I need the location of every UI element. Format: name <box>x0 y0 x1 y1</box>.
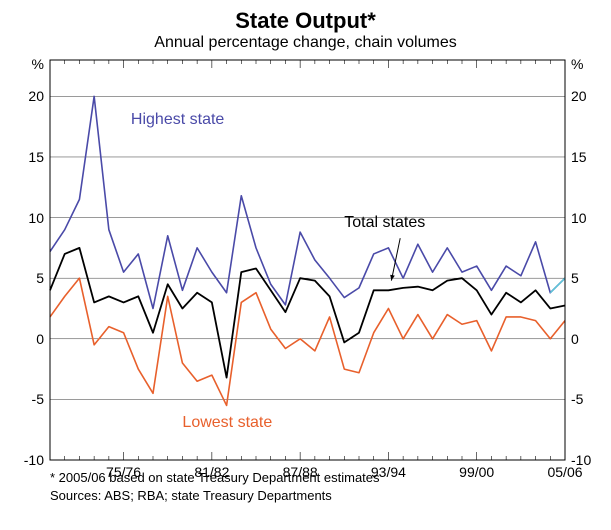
series-label-lowest: Lowest state <box>182 414 272 432</box>
y-tick-left: 15 <box>28 149 44 165</box>
sources: Sources: ABS; RBA; state Treasury Depart… <box>50 488 332 503</box>
y-tick-left: 0 <box>36 331 44 347</box>
y-tick-right: -5 <box>571 391 583 407</box>
y-tick-right: 20 <box>571 88 587 104</box>
y-tick-left: -5 <box>32 391 44 407</box>
y-tick-left: 10 <box>28 210 44 226</box>
y-unit-left: % <box>32 56 44 72</box>
y-tick-right: 10 <box>571 210 587 226</box>
series-label-total: Total states <box>344 214 425 232</box>
x-tick-label: 05/06 <box>547 464 582 480</box>
chart-container: State Output* Annual percentage change, … <box>0 0 611 530</box>
y-tick-right: 0 <box>571 331 579 347</box>
y-tick-right: 15 <box>571 149 587 165</box>
footnote: * 2005/06 based on state Treasury Depart… <box>50 470 380 485</box>
x-tick-label: 99/00 <box>459 464 494 480</box>
y-unit-right: % <box>571 56 583 72</box>
series-label-highest: Highest state <box>131 111 224 129</box>
y-tick-left: 5 <box>36 270 44 286</box>
y-tick-left: 20 <box>28 88 44 104</box>
y-tick-right: 5 <box>571 270 579 286</box>
y-tick-left: -10 <box>24 452 44 468</box>
plot-svg <box>0 0 611 530</box>
